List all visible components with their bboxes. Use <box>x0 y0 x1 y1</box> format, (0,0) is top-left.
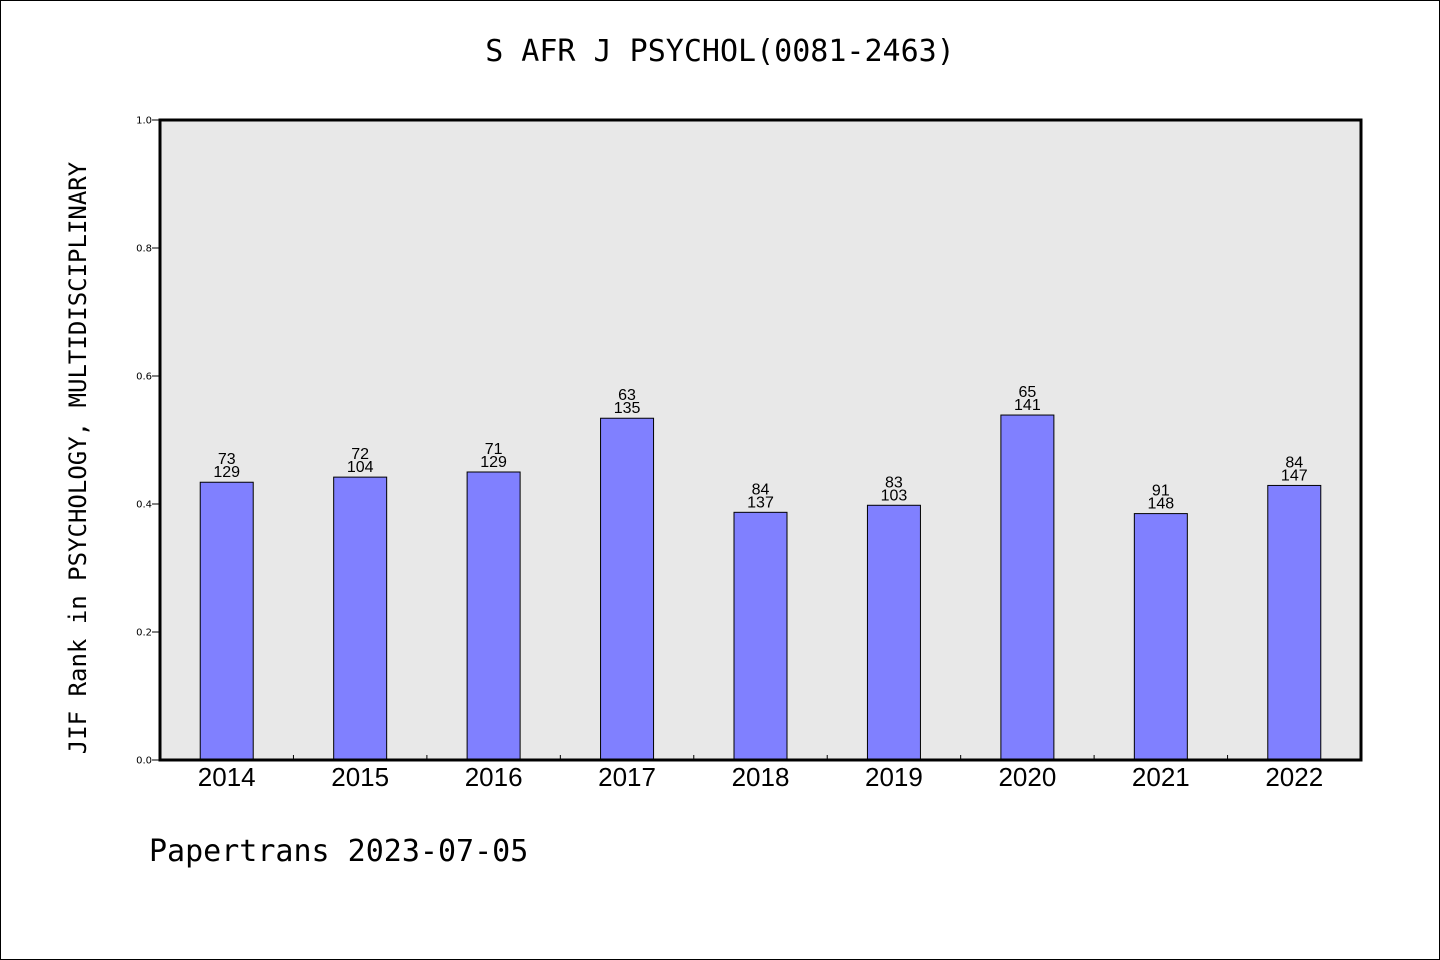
total-label-2016: 129 <box>480 454 507 471</box>
bar-2021 <box>1133 513 1188 761</box>
total-label-2015: 104 <box>347 459 374 476</box>
chart-title: S AFR J PSYCHOL(0081-2463) <box>485 34 955 69</box>
y-tick-label: 0.0 <box>136 756 152 767</box>
bar-2019 <box>866 504 921 761</box>
bar-2022 <box>1267 484 1322 761</box>
x-tick-label-2019: 2019 <box>865 762 923 792</box>
bar-2017 <box>600 417 655 761</box>
y-tick-label: 0.6 <box>136 372 152 383</box>
total-label-2022: 147 <box>1281 467 1308 484</box>
x-tick-label-2022: 2022 <box>1265 762 1323 792</box>
y-tick-label: 0.4 <box>136 500 152 511</box>
bar-2015 <box>333 476 388 761</box>
rank-label-2022: 84 <box>1285 454 1303 471</box>
footer-credit: Papertrans 2023-07-05 <box>149 834 529 869</box>
rank-label-2018: 84 <box>752 481 770 498</box>
bar-2018 <box>733 511 788 761</box>
x-tick-label-2014: 2014 <box>198 762 256 792</box>
x-tick-label-2015: 2015 <box>331 762 389 792</box>
total-label-2018: 137 <box>747 494 774 511</box>
total-label-2020: 141 <box>1014 397 1041 414</box>
x-tick-label-2020: 2020 <box>998 762 1056 792</box>
rank-label-2020: 65 <box>1018 384 1036 401</box>
bar-2014 <box>199 481 254 761</box>
x-tick-label-2018: 2018 <box>732 762 790 792</box>
x-tick-label-2016: 2016 <box>465 762 523 792</box>
rank-label-2021: 91 <box>1152 483 1170 500</box>
rank-label-2019: 83 <box>885 474 903 491</box>
bar-2016 <box>466 471 521 761</box>
total-label-2021: 148 <box>1147 496 1174 513</box>
x-tick-label-2021: 2021 <box>1132 762 1190 792</box>
y-tick-label: 1.0 <box>136 116 152 127</box>
rank-label-2016: 71 <box>485 441 503 458</box>
rank-label-2015: 72 <box>351 446 369 463</box>
total-label-2014: 129 <box>213 464 240 481</box>
y-tick-label: 0.2 <box>136 628 152 639</box>
bar-2020 <box>1000 414 1055 761</box>
rank-label-2017: 63 <box>618 387 636 404</box>
rank-label-2014: 73 <box>218 451 236 468</box>
total-label-2017: 135 <box>614 400 641 417</box>
x-tick-label-2017: 2017 <box>598 762 656 792</box>
y-tick-label: 0.8 <box>136 244 152 255</box>
plot-border <box>158 118 1363 762</box>
total-label-2019: 103 <box>881 487 908 504</box>
